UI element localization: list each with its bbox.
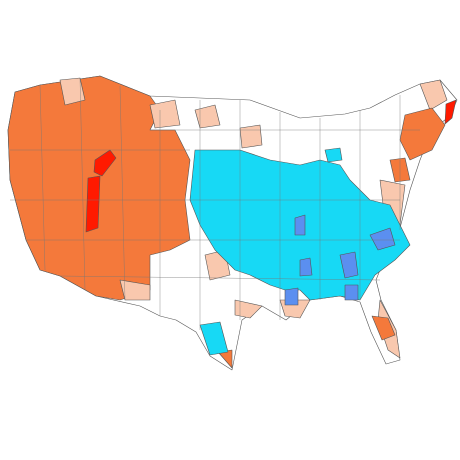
region-light — [119, 279, 151, 301]
region-blue — [369, 227, 396, 251]
region-light — [234, 299, 263, 319]
region-light — [194, 104, 221, 129]
boundary-lines — [10, 77, 420, 330]
region-northeast — [399, 107, 446, 161]
region-light — [149, 99, 181, 129]
region-light — [419, 79, 448, 111]
region-blue — [294, 214, 306, 236]
region-red — [85, 175, 101, 233]
region-blue — [339, 251, 359, 279]
region-blue — [344, 284, 359, 301]
region-blue — [299, 257, 313, 277]
region-light — [239, 124, 263, 149]
region-light — [59, 77, 86, 106]
region-cyan — [324, 147, 343, 163]
region-blue — [284, 287, 299, 306]
region-florida — [371, 315, 396, 341]
region-red — [93, 149, 117, 177]
region-red — [444, 99, 457, 125]
region-cyan — [199, 321, 229, 356]
